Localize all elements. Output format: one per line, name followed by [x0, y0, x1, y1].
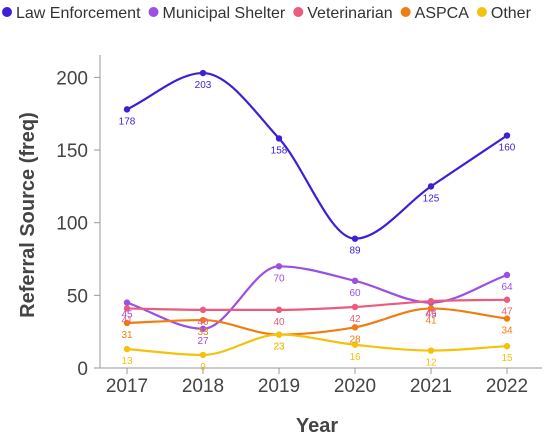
x-tick-label: 2017	[106, 376, 148, 397]
data-label: 40	[273, 317, 285, 328]
x-tick-labels: 2017 2018 2019 2020 2021 2022	[106, 368, 528, 397]
data-label: 158	[271, 145, 288, 156]
data-label: 23	[273, 342, 285, 353]
legend-label: Other	[491, 5, 532, 22]
data-label: 70	[273, 273, 285, 284]
legend-label: Municipal Shelter	[163, 5, 286, 22]
data-point	[199, 351, 207, 359]
y-tick-labels: 0 50 100 150 200	[56, 68, 100, 380]
data-label: 13	[121, 356, 133, 367]
data-point	[351, 235, 359, 242]
data-point	[199, 325, 207, 332]
y-tick-label: 50	[67, 286, 88, 307]
data-point	[351, 324, 359, 331]
data-label: 45	[425, 310, 437, 321]
data-point	[503, 343, 511, 350]
series-line	[126, 333, 508, 357]
series-line	[126, 265, 508, 330]
data-point	[199, 306, 207, 314]
data-label: 47	[501, 307, 513, 318]
data-point	[123, 299, 131, 306]
data-point	[427, 347, 435, 354]
data-label: 64	[501, 282, 513, 293]
y-tick-label: 150	[56, 141, 88, 162]
x-tick-label: 2018	[182, 376, 224, 397]
data-point	[351, 277, 359, 285]
data-label: 125	[423, 193, 440, 204]
data-point	[427, 297, 435, 305]
y-axis-title: Referral Source (freq)	[17, 112, 39, 318]
x-axis-title: Year	[296, 415, 338, 437]
data-point	[123, 106, 131, 113]
legend-label: ASPCA	[415, 5, 470, 22]
y-tick-label: 200	[56, 68, 88, 89]
data-point	[123, 319, 131, 327]
legend-marker	[293, 7, 304, 17]
data-label: 42	[349, 314, 361, 325]
legend-marker	[400, 7, 411, 17]
data-point	[199, 69, 207, 77]
data-label: 178	[119, 116, 136, 127]
x-tick-label: 2020	[334, 376, 376, 397]
data-point	[123, 305, 131, 312]
data-point	[427, 305, 435, 312]
data-point	[351, 341, 359, 348]
data-label: 41	[425, 315, 437, 326]
data-point	[503, 132, 511, 139]
series-layer	[123, 69, 511, 359]
series-line	[126, 307, 508, 336]
data-label: 15	[501, 353, 513, 364]
y-tick-label: 0	[77, 359, 88, 380]
data-label: 45	[121, 310, 133, 321]
data-point	[275, 135, 283, 142]
data-point	[351, 303, 359, 311]
data-label: 9	[200, 362, 206, 373]
axes	[99, 55, 542, 369]
data-label: 31	[121, 330, 133, 341]
x-tick-label: 2021	[410, 376, 452, 397]
x-tick-label: 2022	[486, 376, 528, 397]
data-label: 34	[501, 326, 513, 337]
x-tick-label: 2019	[258, 376, 300, 397]
data-label: 12	[425, 358, 437, 369]
data-point	[503, 271, 511, 279]
data-point	[275, 263, 283, 270]
data-point	[427, 183, 435, 190]
data-label: 28	[349, 334, 361, 345]
series-line	[126, 71, 508, 240]
data-label: 46	[425, 308, 437, 319]
data-label: 23	[273, 342, 285, 353]
data-label: 33	[197, 327, 209, 338]
legend-label: Veterinarian	[307, 5, 392, 22]
data-point	[123, 345, 131, 353]
series-line	[126, 298, 508, 311]
legend-marker	[148, 7, 159, 17]
data-label: 27	[197, 336, 209, 347]
data-label: 16	[349, 352, 361, 363]
y-tick-label: 100	[56, 214, 88, 235]
legend-marker	[2, 7, 12, 17]
data-point	[275, 331, 283, 338]
data-label: 203	[195, 80, 212, 91]
legend: Law Enforcement Municipal Shelter Veterina…	[2, 5, 532, 22]
data-point	[199, 316, 207, 324]
data-label: 89	[349, 246, 361, 257]
data-label: 60	[349, 288, 361, 299]
data-point	[503, 315, 511, 322]
legend-marker	[476, 7, 487, 17]
data-label: 40	[197, 317, 209, 328]
legend-label: Law Enforcement	[16, 5, 141, 22]
data-label: 160	[499, 143, 516, 154]
data-point	[275, 306, 283, 314]
data-label: 41	[121, 315, 133, 326]
data-point	[503, 296, 511, 303]
